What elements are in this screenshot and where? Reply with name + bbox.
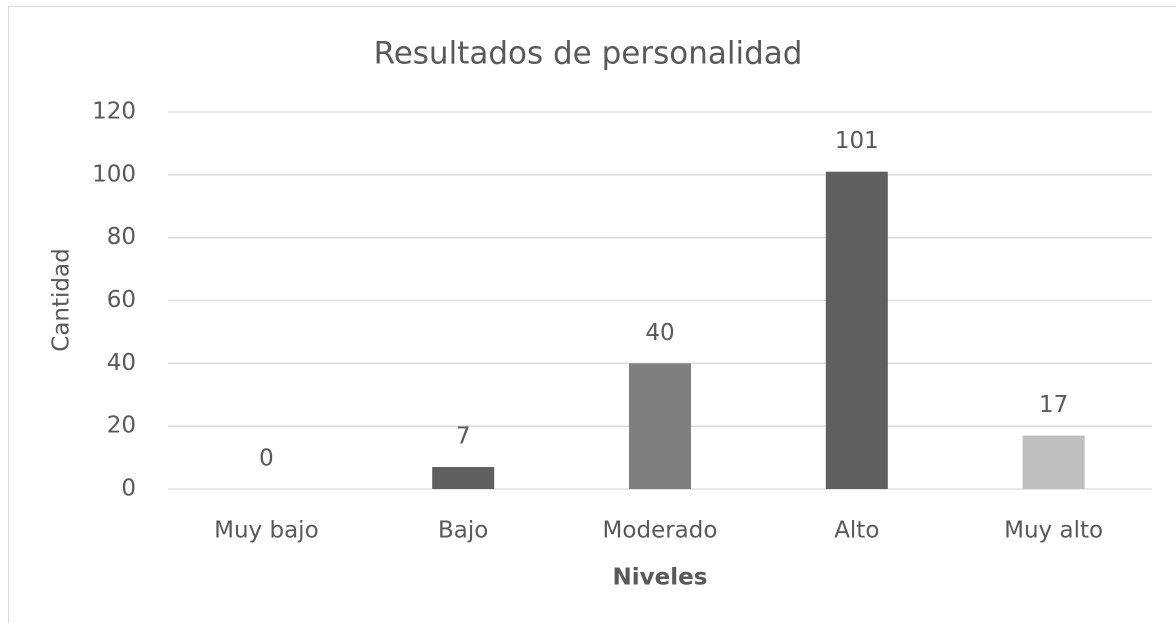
x-axis-label: Niveles — [613, 565, 708, 591]
y-tick-label: 40 — [107, 350, 136, 376]
x-tick-label: Alto — [834, 518, 879, 544]
x-tick-label: Moderado — [603, 518, 718, 544]
y-tick-label: 60 — [107, 287, 136, 313]
chart-border — [8, 6, 1176, 623]
data-label: 17 — [1039, 392, 1068, 418]
y-tick-label: 80 — [107, 224, 136, 250]
data-label: 40 — [645, 320, 674, 346]
bar — [825, 171, 888, 490]
chart-title: Resultados de personalidad — [374, 36, 803, 72]
bar — [629, 363, 691, 489]
data-label: 101 — [835, 128, 879, 154]
data-label: 7 — [456, 424, 471, 450]
y-tick-label: 100 — [92, 161, 136, 187]
y-axis-label: Cantidad — [49, 248, 75, 351]
y-tick-label: 0 — [121, 476, 136, 502]
y-tick-label: 20 — [107, 413, 136, 439]
bar — [432, 467, 495, 489]
x-tick-label: Muy alto — [1004, 518, 1103, 544]
x-tick-label: Bajo — [438, 518, 488, 544]
y-tick-label: 120 — [92, 99, 136, 125]
data-label: 0 — [259, 446, 274, 472]
x-tick-label: Muy bajo — [214, 518, 319, 544]
bar — [1022, 435, 1085, 489]
